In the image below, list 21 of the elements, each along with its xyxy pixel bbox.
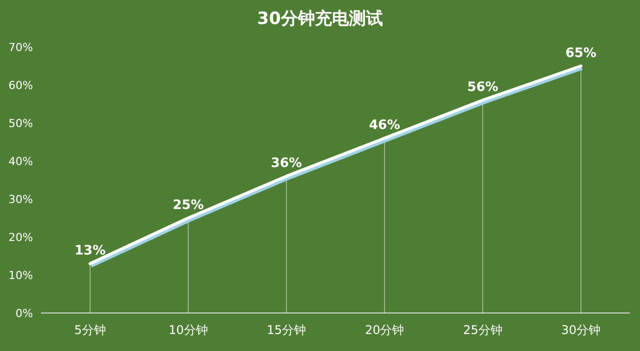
x-tick-label: 30分钟 [561, 323, 601, 337]
text: 46% [369, 118, 400, 134]
y-tick-label: 70% [8, 41, 33, 54]
text: 36% [270, 156, 302, 172]
y-tick-label: 60% [8, 79, 33, 92]
y-tick-label: 30% [8, 193, 33, 206]
chart-title: 30分钟充电测试 [257, 9, 383, 29]
x-tick-label: 20分钟 [364, 323, 404, 337]
y-tick-label: 20% [8, 231, 33, 244]
text: 25% [172, 198, 204, 213]
y-tick-label: 40% [8, 155, 33, 168]
x-tick-label: 15分钟 [266, 323, 306, 337]
y-tick-label: 0% [16, 307, 33, 320]
text: 13% [74, 244, 106, 259]
text: 56% [467, 80, 498, 96]
y-tick-label: 10% [8, 269, 33, 282]
text: 65% [565, 46, 596, 61]
y-tick-label: 50% [8, 117, 33, 130]
x-tick-label: 25分钟 [463, 323, 502, 337]
x-tick-label: 5分钟 [74, 323, 106, 337]
x-tick-label: 10分钟 [168, 323, 208, 337]
